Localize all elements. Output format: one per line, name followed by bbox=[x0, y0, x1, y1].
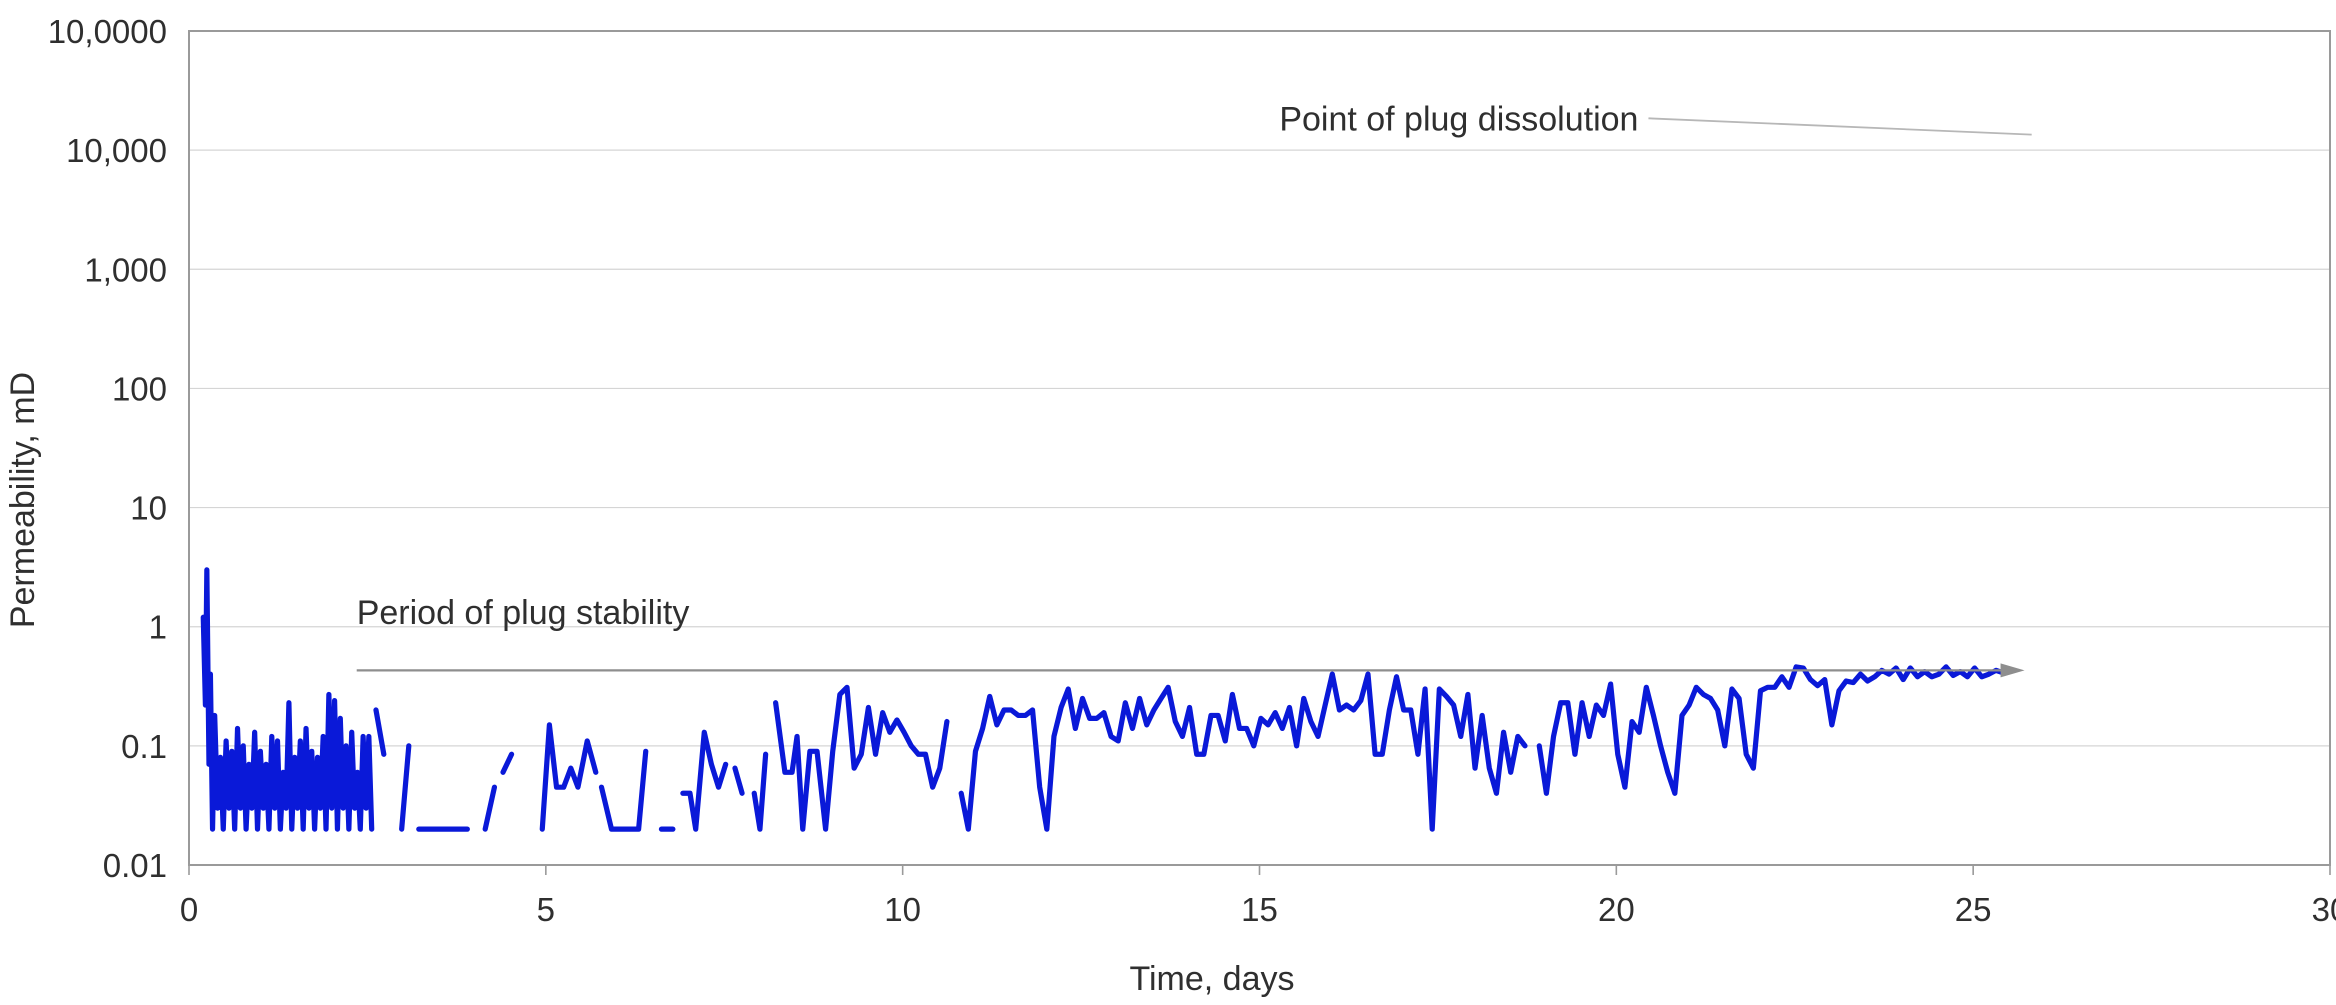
series-line-segment bbox=[732, 765, 745, 796]
series-line-segment bbox=[539, 722, 599, 832]
grid-layer bbox=[189, 30, 2330, 866]
x-tick-label: 20 bbox=[1598, 891, 1635, 928]
y-tick-label: 1 bbox=[149, 609, 167, 646]
y-tick-label: 0.1 bbox=[121, 728, 167, 765]
y-tick-label: 10,000 bbox=[66, 132, 167, 169]
series-line-segment bbox=[500, 751, 515, 775]
series-line-segment bbox=[751, 751, 769, 832]
y-tick-label: 1,000 bbox=[84, 251, 167, 288]
x-tick-label: 15 bbox=[1241, 891, 1278, 928]
y-axis-title: Permeability, mD bbox=[4, 372, 42, 628]
dissolution-annotation-text: Point of plug dissolution bbox=[1279, 100, 1638, 138]
series-line-segment bbox=[773, 684, 950, 832]
x-tick-label: 0 bbox=[180, 891, 198, 928]
x-tick-label: 30 bbox=[2312, 891, 2336, 928]
y-tick-label: 10 bbox=[130, 490, 167, 527]
period-annotation-text: Period of plug stability bbox=[357, 594, 690, 632]
series-layer bbox=[200, 567, 2012, 832]
x-tick-label: 25 bbox=[1955, 891, 1992, 928]
y-tick-label: 0.01 bbox=[103, 847, 167, 884]
x-tick-label: 5 bbox=[537, 891, 555, 928]
y-tick-label: 10,0000 bbox=[48, 13, 167, 50]
dissolution-leader-line bbox=[1648, 117, 2032, 136]
x-tick-label: 10 bbox=[884, 891, 921, 928]
series-line-segment bbox=[373, 707, 387, 757]
y-tick-label: 100 bbox=[112, 370, 167, 407]
x-axis-title: Time, days bbox=[1129, 960, 1294, 998]
series-line-segment bbox=[958, 671, 1528, 832]
series-line-segment bbox=[200, 567, 375, 832]
series-line-segment bbox=[482, 784, 498, 832]
series-line-segment bbox=[598, 748, 649, 832]
period-arrowhead bbox=[2000, 663, 2025, 678]
series-line-segment bbox=[680, 729, 729, 832]
annotation-layer bbox=[356, 117, 2032, 678]
plot-frame bbox=[188, 30, 2331, 866]
frame-layer bbox=[188, 30, 2331, 866]
tick-layer: 0.01 0.1 1 10 100 1,000 10,000 10,0000 0 5 10 15 20 2… bbox=[48, 13, 2336, 928]
series-line-segment bbox=[1536, 664, 2012, 796]
series-line-segment bbox=[399, 743, 412, 832]
